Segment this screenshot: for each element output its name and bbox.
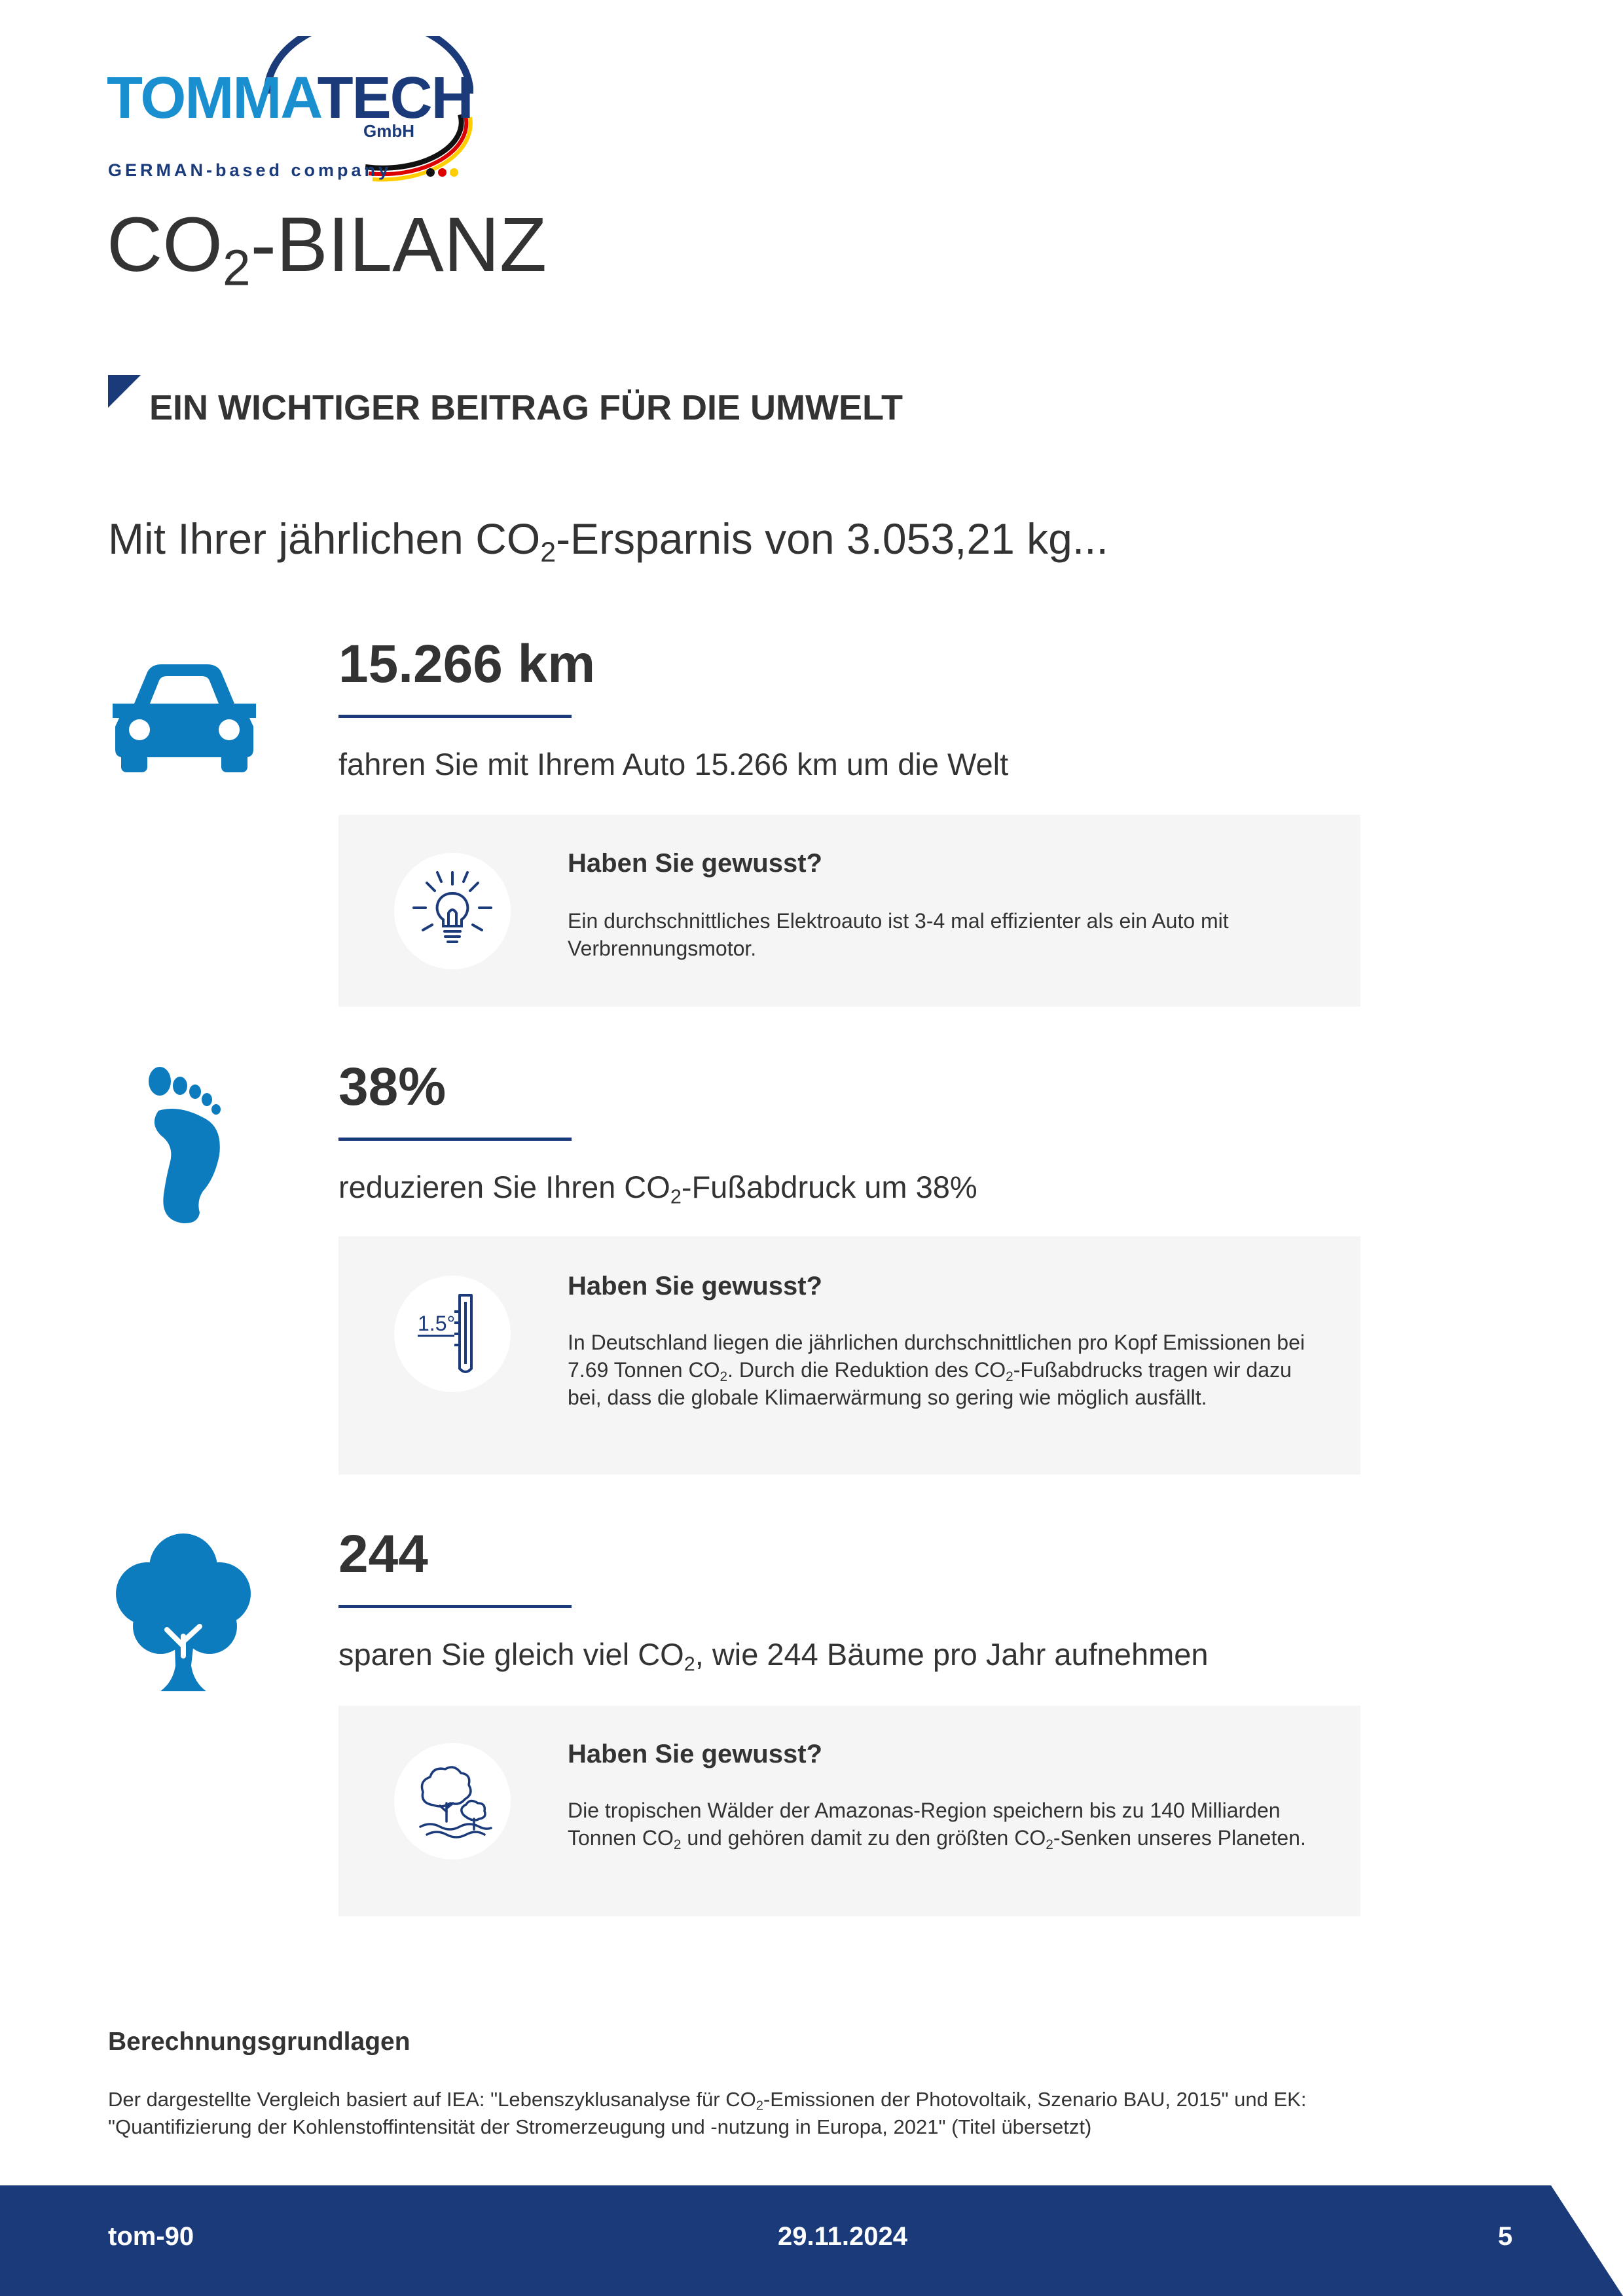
svg-text:1.5°: 1.5° (418, 1312, 455, 1335)
footprint-text: reduzieren Sie Ihren CO2-Fußabdruck um 3… (338, 1170, 977, 1208)
lightbulb-icon (412, 871, 492, 943)
footprint-percent-value: 38% (338, 1057, 447, 1117)
footer-bar: tom-90 29.11.2024 5 (0, 2185, 1623, 2296)
info-text: Die tropischen Wälder der Amazonas-Regio… (568, 1799, 1306, 1852)
info-icon-circle (394, 853, 511, 969)
footer-corner-cut (1551, 2185, 1623, 2296)
info-box-car: Haben Sie gewusst? Ein durchschnittliche… (338, 815, 1360, 1007)
info-text: In Deutschland liegen die jährlichen dur… (568, 1331, 1305, 1409)
info-box-footprint: 1.5° Haben Sie gewusst? In Deutschland l… (338, 1236, 1360, 1475)
savings-intro: Mit Ihrer jährlichen CO2-Ersparnis von 3… (108, 514, 1108, 568)
tree-divider (338, 1605, 572, 1608)
footer-date: 29.11.2024 (778, 2222, 907, 2251)
logo-wordmark: TOMMATECH (107, 69, 474, 128)
info-title: Haben Sie gewusst? (568, 1272, 822, 1300)
tree-count-value: 244 (338, 1524, 428, 1584)
logo-swoosh (263, 36, 473, 182)
footer-page-number: 5 (1498, 2222, 1513, 2251)
logo-word-part1: TOMMA (107, 65, 319, 131)
info-box-trees: Haben Sie gewusst? Die tropischen Wälder… (338, 1706, 1360, 1916)
info-title: Haben Sie gewusst? (568, 1740, 822, 1768)
company-logo: TOMMATECH GmbH GERMAN-based company (107, 36, 474, 187)
car-distance-value: 15.266 km (338, 634, 596, 694)
tree-text: sparen Sie gleich viel CO2, wie 244 Bäum… (338, 1637, 1209, 1676)
calculation-basis-heading: Berechnungsgrundlagen (108, 2028, 410, 2056)
car-distance-text: fahren Sie mit Ihrem Auto 15.266 km um d… (338, 747, 1009, 781)
tree-icon (116, 1534, 251, 1691)
section-marker (108, 375, 141, 408)
logo-gmbh: GmbH (363, 121, 414, 141)
logo-tagline: GERMAN-based company (108, 160, 392, 180)
logo-word-part2: TECH (317, 65, 474, 131)
info-icon-circle: 1.5° (394, 1276, 511, 1392)
info-title: Haben Sie gewusst? (568, 849, 822, 878)
car-divider (338, 715, 572, 718)
footprint-divider (338, 1138, 572, 1141)
info-text: Ein durchschnittliches Elektroauto ist 3… (568, 909, 1229, 960)
thermometer-icon: 1.5° (418, 1294, 473, 1373)
car-icon (113, 664, 256, 772)
page-title: CO2-BILANZ (107, 202, 547, 296)
footprint-icon (149, 1067, 221, 1224)
forest-icon (419, 1766, 492, 1839)
info-icon-circle (394, 1743, 511, 1859)
section-title: EIN WICHTIGER BEITRAG FÜR DIE UMWELT (149, 388, 903, 427)
footer-project-id: tom-90 (108, 2222, 194, 2251)
calculation-basis-text: Der dargestellte Vergleich basiert auf I… (108, 2088, 1307, 2138)
flag-dots (426, 168, 462, 180)
